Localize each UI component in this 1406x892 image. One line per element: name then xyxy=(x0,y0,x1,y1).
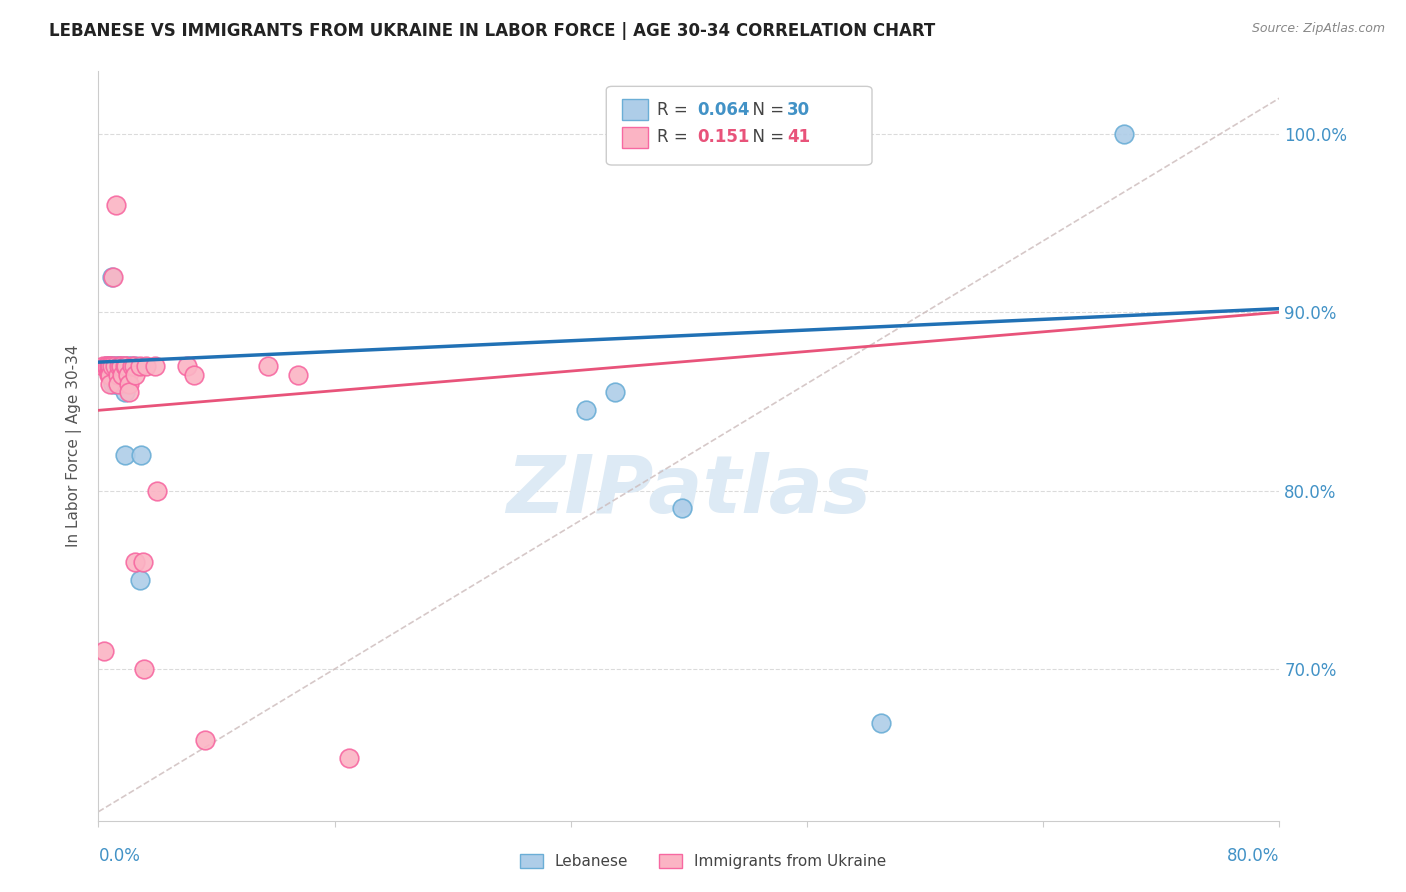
Point xyxy=(117,368,139,382)
Point xyxy=(111,368,134,382)
Point xyxy=(97,368,120,382)
Text: 0.151: 0.151 xyxy=(697,128,749,146)
Point xyxy=(98,376,121,391)
Point xyxy=(104,359,127,373)
Point xyxy=(129,448,152,462)
Point xyxy=(97,359,120,373)
Point xyxy=(98,368,121,382)
Point xyxy=(134,662,156,676)
Text: R =: R = xyxy=(657,128,693,146)
Point xyxy=(124,359,146,373)
Point xyxy=(107,376,129,391)
Point xyxy=(114,359,136,373)
Point xyxy=(605,385,627,400)
Point xyxy=(103,269,125,284)
Point xyxy=(97,366,120,380)
FancyBboxPatch shape xyxy=(606,87,872,165)
Text: 80.0%: 80.0% xyxy=(1227,847,1279,865)
Point xyxy=(115,359,138,373)
Point xyxy=(108,359,131,373)
Text: R =: R = xyxy=(657,101,693,119)
Text: Source: ZipAtlas.com: Source: ZipAtlas.com xyxy=(1251,22,1385,36)
Point xyxy=(111,359,134,373)
Point xyxy=(287,368,309,382)
Point xyxy=(257,359,280,373)
Point xyxy=(91,359,114,373)
Point xyxy=(100,269,122,284)
Point xyxy=(96,359,118,373)
Point xyxy=(114,448,136,462)
Text: N =: N = xyxy=(742,128,789,146)
Point xyxy=(100,368,122,382)
Text: 0.064: 0.064 xyxy=(697,101,749,119)
Legend: Lebanese, Immigrants from Ukraine: Lebanese, Immigrants from Ukraine xyxy=(513,848,893,875)
Point xyxy=(146,483,169,498)
Point xyxy=(105,359,128,373)
Point xyxy=(124,368,146,382)
Point xyxy=(110,359,132,373)
Point xyxy=(110,359,132,373)
Point xyxy=(128,359,150,373)
Point xyxy=(114,385,136,400)
Text: N =: N = xyxy=(742,101,789,119)
FancyBboxPatch shape xyxy=(621,99,648,120)
Y-axis label: In Labor Force | Age 30-34: In Labor Force | Age 30-34 xyxy=(66,344,83,548)
Point xyxy=(105,198,128,212)
Point xyxy=(671,501,693,516)
Point xyxy=(94,359,117,373)
Point xyxy=(143,359,166,373)
Point xyxy=(122,359,145,373)
Point xyxy=(194,733,217,747)
Point xyxy=(107,359,129,373)
Point xyxy=(575,403,598,417)
Point xyxy=(121,359,143,373)
Point xyxy=(103,376,125,391)
FancyBboxPatch shape xyxy=(621,127,648,148)
Point xyxy=(339,751,361,765)
Text: 41: 41 xyxy=(787,128,810,146)
Point xyxy=(118,376,141,391)
Point xyxy=(108,359,131,373)
Point xyxy=(98,359,121,373)
Point xyxy=(176,359,198,373)
Point xyxy=(118,385,141,400)
Point xyxy=(1114,127,1136,141)
Text: 0.0%: 0.0% xyxy=(98,847,141,865)
Point xyxy=(114,359,136,373)
Point xyxy=(183,368,205,382)
Point xyxy=(103,359,125,373)
Point xyxy=(120,359,142,373)
Point xyxy=(107,368,129,382)
Point xyxy=(105,376,128,391)
Point xyxy=(132,555,155,569)
Point xyxy=(97,359,120,373)
Point xyxy=(124,555,146,569)
Point xyxy=(128,573,150,587)
Point xyxy=(93,644,115,658)
Text: ZIPatlas: ZIPatlas xyxy=(506,452,872,530)
Point xyxy=(135,359,157,373)
Text: 30: 30 xyxy=(787,101,810,119)
Point xyxy=(117,359,139,373)
Point xyxy=(100,359,122,373)
Point xyxy=(94,359,117,373)
Point xyxy=(97,359,120,373)
Text: LEBANESE VS IMMIGRANTS FROM UKRAINE IN LABOR FORCE | AGE 30-34 CORRELATION CHART: LEBANESE VS IMMIGRANTS FROM UKRAINE IN L… xyxy=(49,22,935,40)
Point xyxy=(98,359,121,373)
Point xyxy=(100,359,122,373)
Point xyxy=(111,376,134,391)
Point xyxy=(870,715,893,730)
